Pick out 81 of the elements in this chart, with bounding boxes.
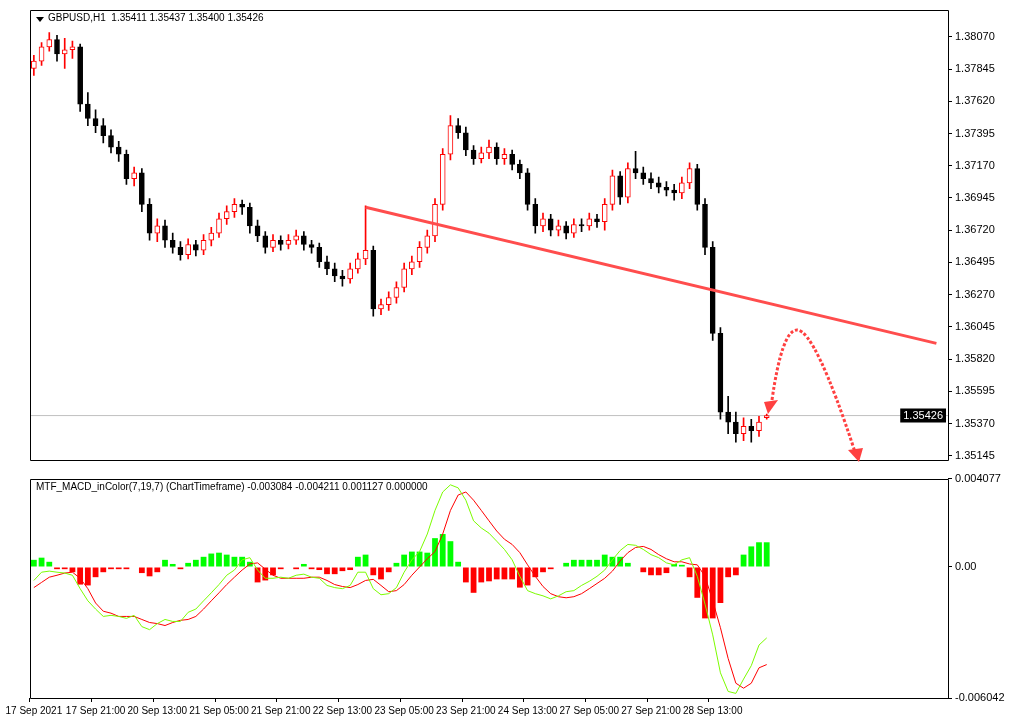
bar [270,567,276,576]
x-tick-label: 22 Sep 13:00 [312,704,373,716]
bar [324,567,330,575]
bar [532,567,539,578]
x-tick-label: 27 Sep 05:00 [559,704,620,716]
y-tick-label: 1.35820 [955,352,995,365]
x-tick-label: 23 Sep 21:00 [436,704,497,716]
bar [570,559,577,567]
bar [478,567,485,583]
bar [208,553,215,567]
bar [385,567,392,573]
bar [30,559,37,567]
y-tick-label: -0.006042 [955,691,1005,704]
bar [77,567,84,585]
y-tick-label: 1.37845 [955,62,995,75]
bar [339,567,346,572]
bar [216,552,222,567]
y-tick-label: 1.36495 [955,255,995,268]
bar [378,567,384,580]
y-tick-label: 1.37620 [955,94,995,107]
y-tick-label: 1.37395 [955,126,995,139]
y-tick-label: 0.00 [955,560,977,573]
bar [223,554,230,567]
y-tick-label: 1.36045 [955,319,995,332]
chart-title: MTF_MACD_inColor(7,19,7) (ChartTimeframe) -0.003084 -0.004211 0.001127 0.000000 [36,481,428,492]
bar [655,567,662,576]
y-tick-label: 1.37170 [955,158,995,171]
bar [601,554,608,567]
bar [138,567,145,574]
y-tick-label: 1.35145 [955,448,995,461]
bar [462,567,469,583]
bar [331,567,338,575]
bar [154,567,161,573]
bar [432,538,438,567]
bar [439,534,446,567]
bar [640,567,647,573]
bar [370,567,377,576]
x-tick-label: 23 Sep 05:00 [374,704,435,716]
bar [316,567,323,571]
bar [748,546,755,567]
bar [84,567,91,586]
x-tick-label: 21 Sep 21:00 [250,704,311,716]
candlestick [594,214,600,228]
x-tick-label: 20 Sep 13:00 [127,704,188,716]
candlestick [748,418,755,443]
bar [100,567,107,573]
bar [648,567,654,576]
bar [509,567,516,580]
x-tick-label: 24 Sep 13:00 [497,704,558,716]
y-tick-label: 1.35595 [955,384,995,397]
chart-title: GBPUSD,H1 1.35411 1.35437 1.35400 1.35426 [48,12,264,23]
x-tick-label: 27 Sep 21:00 [621,704,682,716]
bar [486,567,492,582]
bar [162,559,168,567]
bar [69,567,76,573]
x-tick-label: 28 Sep 13:00 [682,704,743,716]
x-tick-label: 17 Sep 2021 [5,704,63,716]
bar [756,542,762,567]
bar [709,567,716,619]
bar [192,559,199,567]
y-tick-label: 1.36945 [955,191,995,203]
bar [763,542,770,567]
bar [540,567,546,573]
x-tick-label: 17 Sep 21:00 [65,704,126,716]
bar [586,559,593,567]
x-tick-label: 21 Sep 05:00 [189,704,250,716]
y-tick-label: 1.35370 [955,416,995,429]
bar [725,567,732,578]
y-tick-label: 1.38070 [955,29,995,42]
candlestick [61,37,68,69]
bar [732,567,739,576]
y-tick-label: 1.36270 [955,287,995,300]
bar [663,567,670,574]
y-tick-label: 0.004077 [955,471,1001,484]
y-tick-label: 1.36720 [955,223,995,236]
ref-line-label: 1.35426 [903,408,943,421]
bar [401,554,408,567]
bar [594,559,600,567]
bar [347,567,354,571]
bar [354,556,361,567]
bar [493,567,500,580]
